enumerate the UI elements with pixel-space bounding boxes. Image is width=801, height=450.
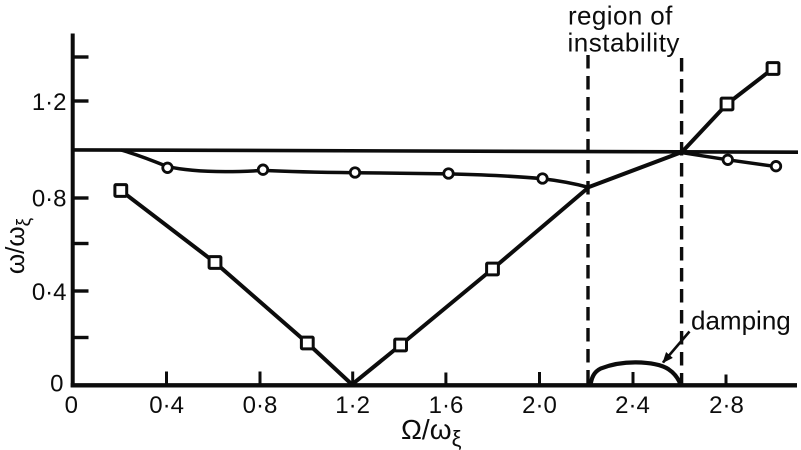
svg-text:0·4: 0·4 xyxy=(32,279,67,306)
svg-text:ω/ωξ: ω/ωξ xyxy=(0,217,35,274)
svg-text:0·8: 0·8 xyxy=(32,186,67,213)
svg-text:Ω/ωξ: Ω/ωξ xyxy=(401,414,462,450)
svg-text:region of: region of xyxy=(568,0,673,30)
svg-text:0·8: 0·8 xyxy=(243,392,278,419)
svg-text:2·0: 2·0 xyxy=(522,392,557,419)
svg-text:1·6: 1·6 xyxy=(429,392,464,419)
svg-text:1·2: 1·2 xyxy=(335,392,370,419)
svg-text:0: 0 xyxy=(50,370,63,397)
svg-text:2·4: 2·4 xyxy=(615,392,650,419)
svg-text:0: 0 xyxy=(65,392,78,419)
svg-text:instability: instability xyxy=(568,28,680,58)
svg-text:1·2: 1·2 xyxy=(32,89,67,116)
svg-text:2·8: 2·8 xyxy=(709,392,744,419)
svg-text:0·4: 0·4 xyxy=(149,392,184,419)
svg-text:damping: damping xyxy=(691,306,791,336)
